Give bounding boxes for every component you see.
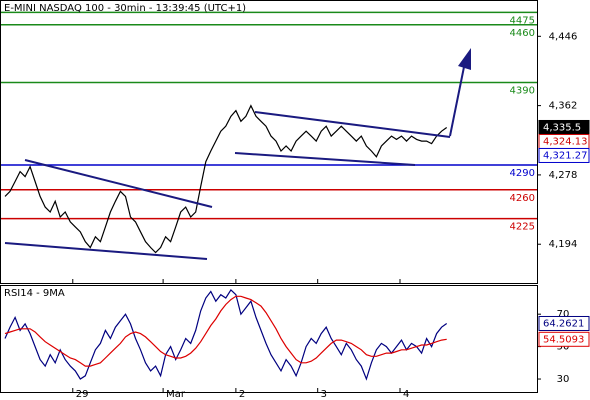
y-tick-label: 4,446	[549, 31, 578, 42]
value-tag	[538, 315, 590, 331]
value-tag-label: 4,321.27	[543, 150, 588, 161]
level-label: 4390	[510, 86, 535, 97]
x-tick-label: 4	[403, 389, 409, 400]
value-tag-label: 4,324.13	[543, 136, 588, 147]
price-frame	[0, 0, 538, 284]
y-tick-label: 30	[557, 374, 570, 385]
panel-title: RSI14 - 9MA	[4, 288, 65, 299]
level-label: 4460	[510, 28, 535, 39]
trendline	[4, 242, 208, 260]
x-tick-label: 29	[76, 389, 89, 400]
value-tag-label: 4,335.5	[543, 122, 581, 133]
trendline	[254, 111, 451, 138]
y-tick-label: 4,278	[549, 170, 578, 181]
arrow-head	[458, 48, 471, 70]
value-tag	[538, 147, 590, 163]
value-tag-label: 54.5093	[543, 334, 584, 345]
level-label: 4260	[510, 193, 535, 204]
y-tick-label: 50	[557, 342, 570, 353]
y-tick-label: 4,194	[549, 239, 578, 250]
x-tick-label: 2	[239, 389, 245, 400]
series-line	[4, 295, 447, 367]
series-line	[4, 288, 448, 381]
level-label: 4225	[510, 222, 535, 233]
x-tick-label: 3	[321, 389, 327, 400]
trendline	[234, 152, 416, 166]
series-line	[4, 104, 448, 254]
level-label: 4290	[510, 168, 535, 179]
arrow-shaft	[449, 61, 466, 137]
trendline	[24, 159, 213, 208]
value-tag	[538, 331, 590, 347]
value-tag-label: 64.2621	[543, 318, 584, 329]
chart-title: E-MINI NASDAQ 100 - 30min - 13:39:45 (UT…	[4, 3, 246, 14]
rsi-frame	[0, 285, 538, 393]
level-label: 4475	[510, 15, 535, 26]
y-tick-label: 70	[557, 309, 570, 320]
x-tick-label: Mar	[166, 389, 186, 400]
trendlines	[4, 48, 471, 260]
y-tick-label: 4,362	[549, 101, 578, 112]
